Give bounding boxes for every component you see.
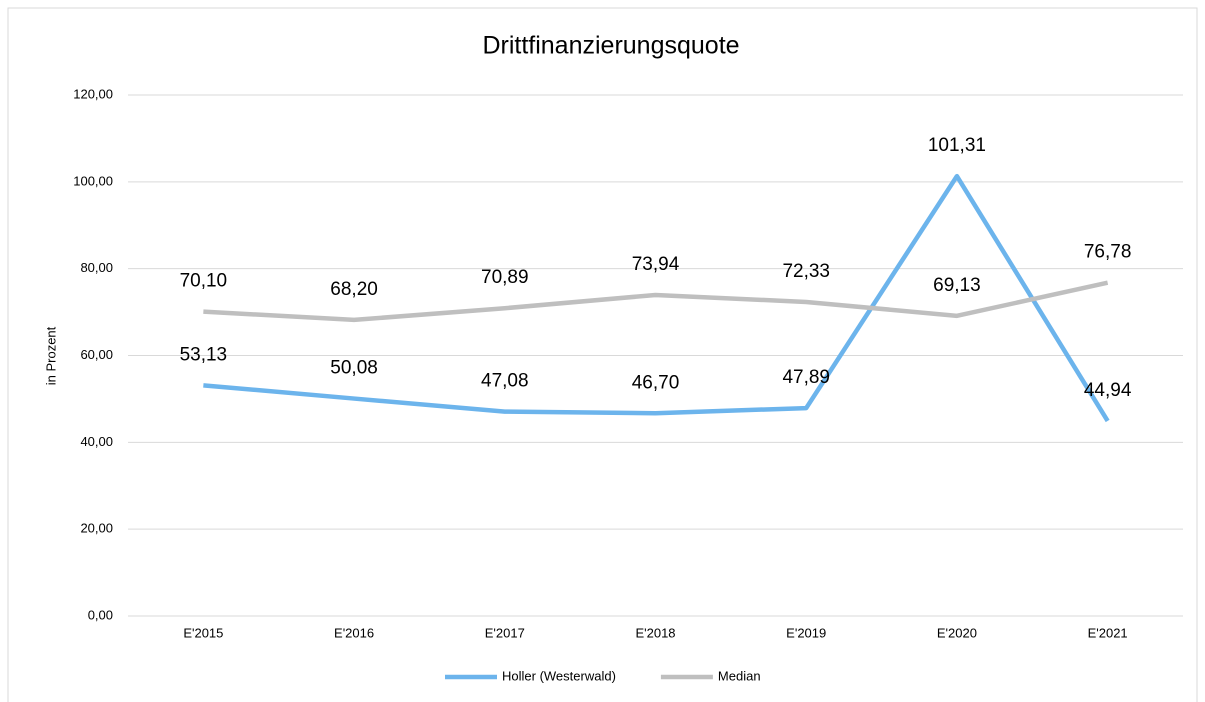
x-tick-label: E'2015 (183, 625, 223, 640)
x-tick-label: E'2020 (937, 625, 977, 640)
x-tick-label: E'2021 (1088, 625, 1128, 640)
chart-frame (7, 7, 1198, 702)
data-label: 70,10 (180, 271, 228, 292)
y-tick-label: 80,00 (80, 260, 113, 275)
y-tick-label: 120,00 (73, 86, 113, 101)
chart-title: Drittfinanzierungsquote (482, 32, 739, 60)
data-label: 53,13 (180, 344, 228, 365)
data-label: 76,78 (1084, 242, 1132, 263)
data-label: 47,89 (782, 367, 830, 388)
y-tick-label: 20,00 (80, 521, 113, 536)
data-label: 101,31 (928, 135, 986, 156)
y-tick-label: 40,00 (80, 434, 113, 449)
series-line (203, 173, 1110, 423)
data-label: 68,20 (330, 279, 378, 300)
x-tick-label: E'2019 (786, 625, 826, 640)
y-axis-title: in Prozent (43, 326, 58, 385)
data-label: 72,33 (782, 261, 830, 282)
data-label: 46,70 (632, 372, 680, 393)
x-tick-label: E'2017 (485, 625, 525, 640)
data-label: 50,08 (330, 358, 378, 379)
x-tick-label: E'2018 (635, 625, 675, 640)
y-tick-label: 60,00 (80, 347, 113, 362)
series-line (203, 280, 1109, 323)
legend-label: Holler (Westerwald) (502, 668, 616, 683)
data-label: 47,08 (481, 371, 529, 392)
data-label: 70,89 (481, 267, 529, 288)
y-tick-label: 0,00 (88, 607, 113, 622)
data-label: 69,13 (933, 275, 981, 296)
data-label: 44,94 (1084, 380, 1132, 401)
legend-label: Median (718, 668, 761, 683)
y-tick-label: 100,00 (73, 173, 113, 188)
x-tick-label: E'2016 (334, 625, 374, 640)
data-label: 73,94 (632, 254, 680, 275)
